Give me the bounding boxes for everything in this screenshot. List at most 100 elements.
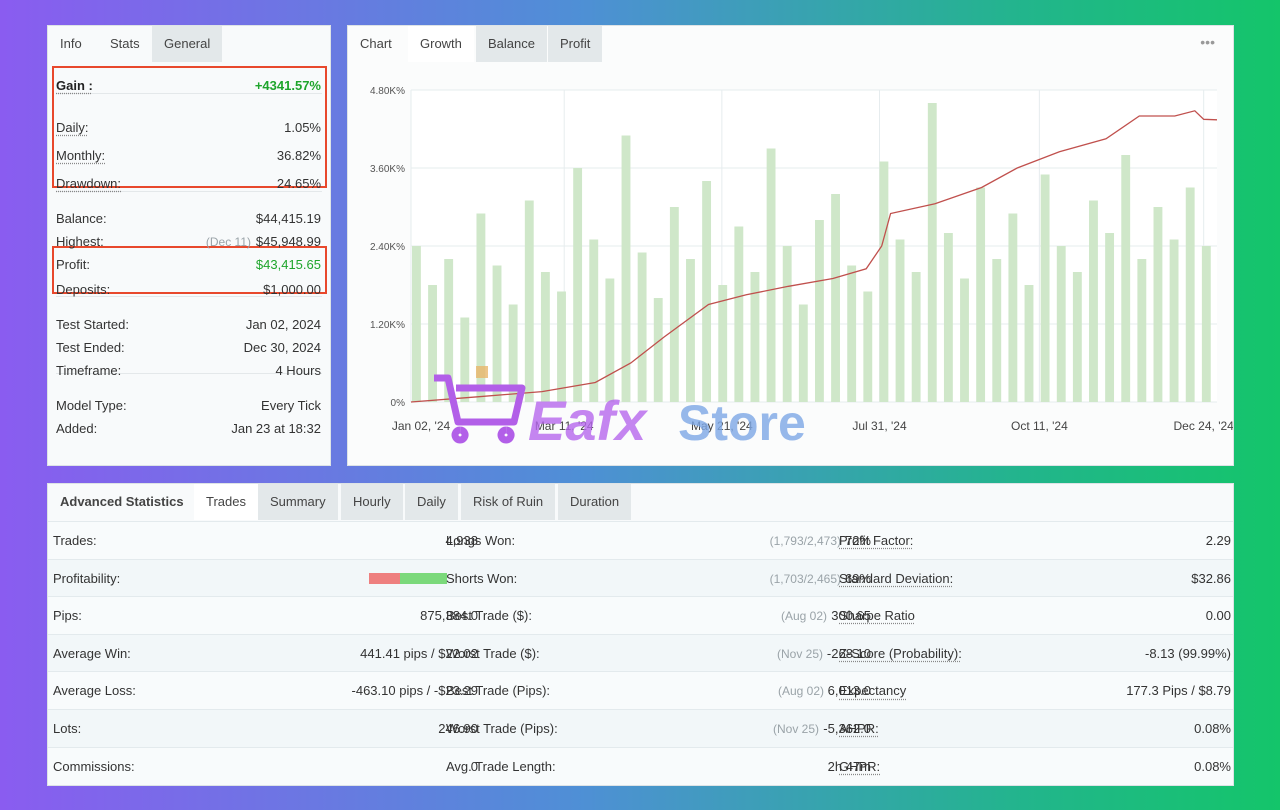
info-label: Balance: <box>56 211 107 226</box>
stat-label: Pips: <box>53 608 82 624</box>
stat-value: 0 <box>470 758 478 774</box>
x-tick-label: Oct 11, '24 <box>1011 419 1068 433</box>
stats-row: Average Loss: -463.10 pips / -$23.29 Best … <box>48 671 1233 710</box>
bar <box>992 259 1002 402</box>
stat-label: Shorts Won: <box>446 570 518 586</box>
stat-label: Expectancy <box>839 683 907 699</box>
stat-label: Worst Trade ($): <box>446 645 540 661</box>
tab[interactable]: Duration <box>558 484 632 520</box>
info-value: Jan 23 at 18:32 <box>231 421 321 436</box>
tab[interactable]: Profit <box>548 26 603 62</box>
bar <box>815 220 824 402</box>
stats-row: Pips: 875,384.0 Best Trade ($): 300.65 (Aug … <box>48 596 1233 635</box>
bar <box>911 272 921 402</box>
stat-note: (Nov 25) <box>772 722 819 736</box>
stat-note: (Aug 02) <box>780 609 827 624</box>
y-tick-label: 0% <box>391 398 406 409</box>
x-tick-label: Dec 24, '24 <box>1174 419 1233 433</box>
stat-label: Best Trade (Pips): <box>446 683 551 699</box>
tab[interactable]: General <box>152 26 223 62</box>
bar <box>476 213 486 402</box>
stat-value: $32.86 <box>1191 570 1231 586</box>
info-value: +4341.57% <box>254 78 321 93</box>
stat-value: 875,384.0 <box>420 608 478 624</box>
stat-value: 246.90 <box>438 721 478 736</box>
tab[interactable]: Advanced Statistics <box>60 494 184 509</box>
bar <box>1008 213 1018 402</box>
bar <box>782 246 792 402</box>
bar <box>1169 239 1179 402</box>
bar <box>1072 272 1082 402</box>
x-tick-label: Mar 11, '24 <box>535 419 594 433</box>
tab[interactable]: Daily <box>405 484 458 520</box>
tab[interactable]: Trades <box>194 484 258 520</box>
stats-row: Commissions: 0 Avg. Trade Length: 2h 47m GHP… <box>48 746 1233 785</box>
bar <box>605 278 615 402</box>
separator <box>56 373 322 374</box>
bar <box>1040 174 1050 402</box>
info-panel: Info Stats General Gain : +4341.57% Daily: 1.0… <box>47 25 331 466</box>
bar <box>976 187 986 402</box>
bar <box>1105 233 1115 402</box>
stat-value: 0.08% <box>1194 721 1231 736</box>
bar <box>1024 285 1034 402</box>
stat-value: -5,362.0 <box>823 721 871 736</box>
stat-label: GHPR: <box>839 758 881 774</box>
bar <box>492 265 502 402</box>
bar <box>444 259 454 402</box>
info-value: Dec 30, 2024 <box>243 340 321 355</box>
stat-value: 0.08% <box>1194 758 1231 774</box>
stat-label: Profit Factor: <box>839 533 914 548</box>
stat-label: Longs Won: <box>446 533 516 548</box>
stat-value: 441.41 pips / $22.02 <box>360 645 478 661</box>
stat-label: Profitability: <box>53 570 121 586</box>
stat-value: -463.10 pips / -$23.29 <box>351 683 478 699</box>
bar <box>557 291 566 402</box>
bar <box>1185 187 1195 402</box>
tab[interactable]: Chart <box>360 36 392 51</box>
y-tick-label: 1.20K% <box>370 320 405 331</box>
stat-label: Standard Deviation: <box>839 570 954 586</box>
tab[interactable]: Stats <box>110 36 140 51</box>
bar <box>879 161 889 402</box>
info-note: (Dec 11) <box>205 235 251 249</box>
stat-value: 300.65 <box>831 608 871 624</box>
info-label: Highest: <box>56 234 104 249</box>
bar <box>460 317 470 402</box>
tab[interactable]: Risk of Ruin <box>461 484 556 520</box>
stat-label: AHPR: <box>839 721 879 736</box>
bar <box>847 265 857 402</box>
stat-label: Trades: <box>53 533 97 548</box>
bar <box>686 259 695 402</box>
win-segment <box>369 572 448 584</box>
tab[interactable]: Balance <box>476 26 547 62</box>
stat-value: -8.13 (99.99%) <box>1145 645 1231 661</box>
growth-line <box>410 110 1218 403</box>
tab[interactable]: Growth <box>408 26 474 62</box>
bar <box>589 239 599 402</box>
x-tick-label: Jul 31, '24 <box>852 419 907 433</box>
bar <box>508 304 518 402</box>
menu-button[interactable]: ••• <box>1200 34 1215 50</box>
tab[interactable]: Info <box>60 36 82 51</box>
separator <box>56 191 322 192</box>
x-tick-label: Jan 02, '24 <box>392 419 451 433</box>
stats-row: Trades: 4,938 Longs Won: 72% (1,793/2,473) Pr… <box>48 521 1233 559</box>
tab[interactable]: Hourly <box>341 484 403 520</box>
bar <box>1121 155 1131 402</box>
y-tick-label: 4.80K% <box>370 86 405 97</box>
highlight-box <box>52 246 327 294</box>
y-tick-label: 3.60K% <box>370 164 405 175</box>
bar <box>637 252 647 402</box>
info-value: 4 Hours <box>275 363 321 378</box>
info-value: 36.82% <box>276 148 321 163</box>
loss-segment <box>369 572 400 584</box>
tab[interactable]: Summary <box>258 484 338 520</box>
stat-note: (Nov 25) <box>776 646 823 661</box>
separator <box>56 296 322 297</box>
bar <box>895 239 905 402</box>
chart-panel: 0% 1.20K% 2.40K% 3.60K% 4.80K% Jan 02, '24 Mar… <box>347 25 1234 466</box>
stat-label: Lots: <box>53 721 82 736</box>
stats-row: Lots: 246.90 Worst Trade (Pips): -5,362.0 (N… <box>48 709 1233 747</box>
